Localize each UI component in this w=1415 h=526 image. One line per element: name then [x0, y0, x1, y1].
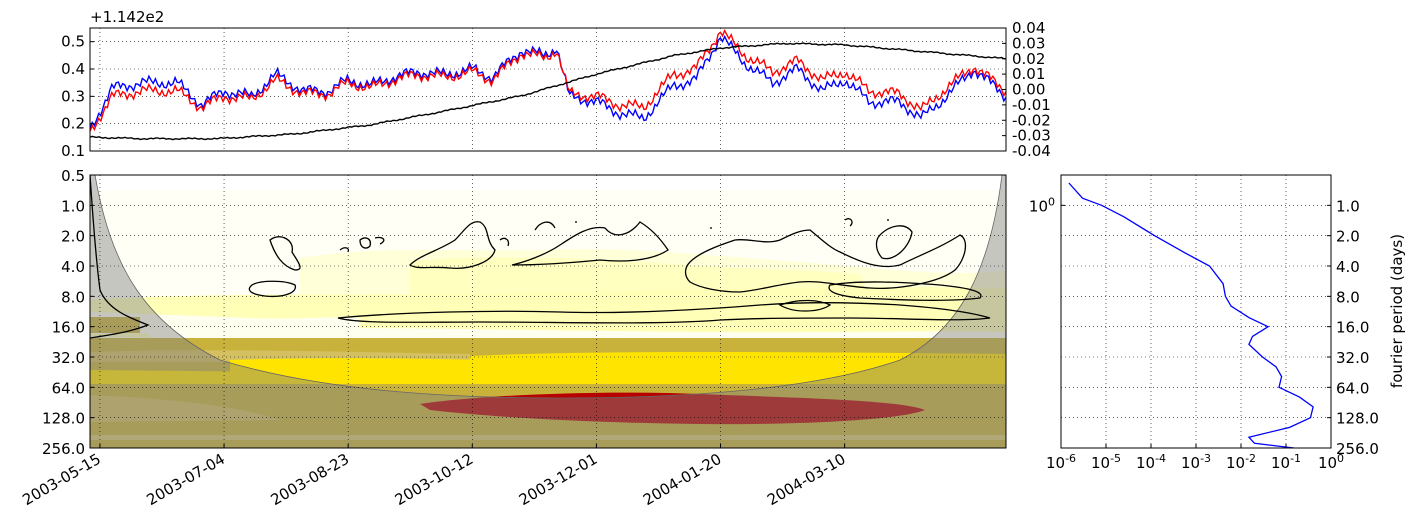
ytick-label: 128.0	[42, 410, 85, 428]
ytick-label: -0.03	[1012, 127, 1051, 145]
xtick-label: 2003-12-01	[516, 450, 601, 509]
spectrum-lines	[1068, 182, 1314, 448]
xtick-label: 2003-08-23	[268, 450, 353, 509]
ytick-label: 0.04	[1012, 19, 1045, 37]
wavelet-yticks: 0.5 1.0 2.0 4.0 8.0 16.0 32.0 64.0 128.0 256.0	[42, 167, 94, 458]
xtick-label: 2003-10-12	[392, 450, 477, 509]
ytick-label: 2.0	[61, 228, 85, 246]
wavelet-panel: 0.5 1.0 2.0 4.0 8.0 16.0 32.0 64.0 128.0 256.0 20…	[19, 167, 1007, 509]
ytick-label: -0.01	[1012, 96, 1051, 114]
ytick-label: 16.0	[52, 319, 85, 337]
wavelet-heatmap	[90, 175, 1006, 448]
offset-text: +1.142e2	[90, 8, 164, 26]
timeseries-left-yticks: 0.1 0.2 0.3 0.4 0.5	[61, 33, 94, 160]
ytick-label: 2.0	[1336, 228, 1360, 246]
ytick-label: 0.5	[61, 167, 85, 185]
xtick-label: 10-1	[1271, 452, 1301, 472]
ytick-label: 4.0	[61, 258, 85, 276]
spectrum-left-yticks: 100	[1029, 195, 1065, 215]
wavelet-xticks: 2003-05-15 2003-07-04 2003-08-23 2003-10-12…	[19, 444, 849, 509]
ytick-label: 100	[1029, 195, 1055, 215]
ytick-label: 1.0	[1336, 197, 1360, 215]
ytick-label: -0.04	[1012, 142, 1051, 160]
ytick-label: 64.0	[52, 379, 85, 397]
xtick-label: 10-4	[1136, 452, 1166, 472]
ytick-label: 8.0	[61, 288, 85, 306]
xtick-label: 2003-07-04	[144, 450, 229, 509]
ytick-label: 0.01	[1012, 65, 1045, 83]
series-line	[90, 28, 1006, 132]
ytick-label: 256.0	[1336, 440, 1379, 458]
ytick-label: 32.0	[52, 349, 85, 367]
xtick-label: 10-3	[1181, 452, 1211, 472]
ytick-label: 0.5	[61, 33, 85, 51]
xtick-label: 2003-05-15	[19, 450, 104, 509]
wavelet-frame	[89, 174, 1007, 449]
spectrum-right-yticks: 1.0 2.0 4.0 8.0 16.0 32.0 64.0 128.0 256.0	[1327, 197, 1379, 458]
ytick-label: 0.00	[1012, 81, 1045, 99]
series-line	[90, 34, 1006, 129]
ytick-label: 0.3	[61, 87, 85, 105]
ytick-label: 0.4	[61, 60, 85, 78]
xtick-label: 2004-01-20	[640, 450, 725, 509]
ytick-label: 0.2	[61, 115, 85, 133]
ytick-label: 256.0	[42, 440, 85, 458]
series-line	[90, 42, 1006, 141]
timeseries-right-yticks: 0.040.030.020.010.00-0.01-0.02-0.03-0.04	[1002, 19, 1051, 160]
xtick-label: 10-2	[1226, 452, 1256, 472]
ytick-label: 0.1	[61, 142, 85, 160]
xtick-label: 10-6	[1046, 452, 1076, 472]
ytick-label: 0.03	[1012, 34, 1045, 52]
spectrum-ylabel: fourier period (days)	[1388, 234, 1406, 388]
spectrum-panel: 10-6 10-5 10-4 10-3 10-2 10-1 100 1.0 2.0 4.0 8.0…	[1029, 174, 1406, 472]
significance-contours	[90, 175, 991, 339]
ytick-label: 16.0	[1336, 319, 1369, 337]
timeseries-panel: 0.10.20.30.40.5 0.040.030.020.010.00-0.0…	[61, 8, 1051, 160]
ytick-label: 1.0	[61, 197, 85, 215]
ytick-label: 0.02	[1012, 50, 1045, 68]
xtick-label: 2004-03-10	[764, 450, 849, 509]
ytick-label: 4.0	[1336, 258, 1360, 276]
spectrum-line	[1068, 182, 1314, 448]
ytick-label: 64.0	[1336, 379, 1369, 397]
ytick-label: 32.0	[1336, 349, 1369, 367]
ytick-label: 128.0	[1336, 410, 1379, 428]
ytick-label: -0.02	[1012, 111, 1051, 129]
ytick-label: 8.0	[1336, 288, 1360, 306]
xtick-label: 10-5	[1091, 452, 1121, 472]
timeseries-lines	[90, 28, 1006, 141]
